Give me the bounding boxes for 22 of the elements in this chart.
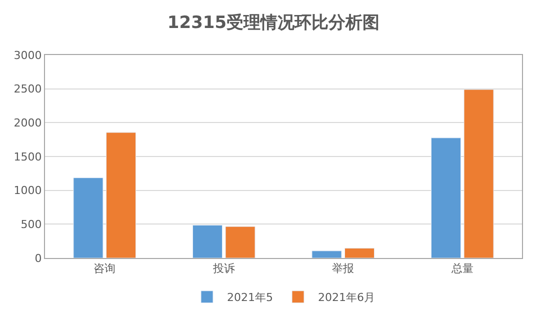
legend-label: 2021年5 — [227, 291, 273, 304]
bar — [344, 248, 375, 258]
y-tick-label: 3000 — [14, 48, 42, 62]
chart-title: 12315受理情况环比分析图 — [167, 13, 380, 34]
y-tick-label: 1500 — [14, 150, 42, 164]
legend-label: 2021年6月 — [318, 291, 375, 304]
bar — [312, 250, 342, 258]
y-tick-label: 1000 — [14, 184, 42, 198]
bar — [192, 224, 222, 258]
bar — [73, 178, 104, 258]
x-tick-label: 总量 — [450, 262, 474, 276]
bar — [464, 89, 494, 258]
bar — [106, 132, 136, 258]
bar — [225, 226, 256, 258]
y-tick-label: 500 — [20, 218, 42, 232]
y-tick-label: 2000 — [14, 116, 42, 130]
x-tick-label: 投诉 — [212, 262, 235, 276]
y-tick-label: 2500 — [14, 82, 42, 96]
y-tick-label: 0 — [34, 252, 42, 265]
x-tick-label: 举报 — [332, 262, 354, 276]
bar — [430, 138, 461, 258]
x-tick-label: 咨询 — [94, 262, 116, 276]
